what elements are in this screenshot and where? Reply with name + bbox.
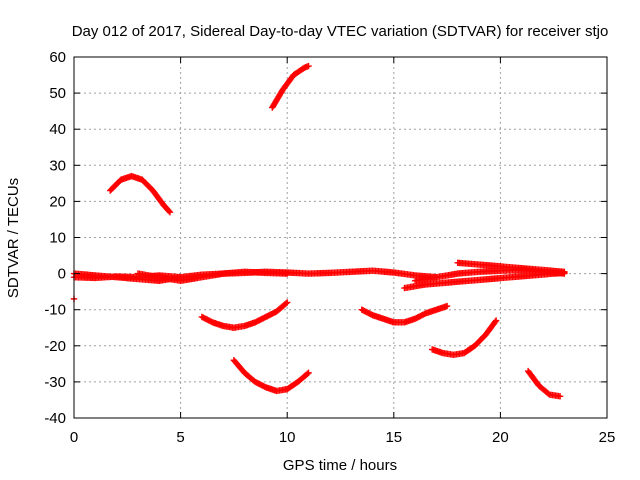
y-tick-label: 60	[49, 49, 66, 66]
data-point	[284, 299, 291, 306]
grid-layer	[74, 57, 607, 418]
data-point	[443, 302, 451, 310]
series-track-c	[198, 299, 291, 331]
y-tick-label: -20	[44, 338, 66, 355]
data-point	[166, 209, 174, 216]
data-point	[305, 62, 312, 70]
ticks-layer: 0 5 10 15 20 25 -40 -30 -20 -10 0 10 20 30 40 50 60	[44, 49, 615, 446]
data-point	[304, 370, 311, 378]
series-track-a	[107, 172, 174, 216]
series-track-e	[358, 302, 451, 326]
y-tick-label: -40	[44, 410, 66, 427]
data-point	[282, 300, 290, 307]
y-tick-label: 40	[49, 121, 66, 138]
data-point	[305, 369, 312, 377]
series-track-g	[524, 367, 564, 400]
x-axis-label: GPS time / hours	[283, 457, 397, 474]
y-tick-label: 10	[49, 230, 66, 247]
series-track-d	[230, 357, 312, 395]
data-point	[284, 270, 291, 277]
y-tick-label: 0	[58, 266, 66, 283]
x-tick-label: 15	[385, 429, 402, 446]
chart-title: Day 012 of 2017, Sidereal Day-to-day VTE…	[72, 23, 609, 40]
series-track-f	[428, 317, 500, 359]
y-tick-label: -30	[44, 374, 66, 391]
y-tick-label: 30	[49, 157, 66, 174]
y-tick-label: -10	[44, 302, 66, 319]
y-axis-label: SDTVAR / TECUs	[5, 178, 22, 298]
series-track-b	[269, 62, 312, 111]
series-track-near-zero-c	[134, 268, 291, 285]
data-point	[556, 393, 564, 400]
y-tick-label: 50	[49, 85, 66, 102]
data-layer	[70, 62, 568, 400]
x-tick-label: 20	[492, 429, 509, 446]
series-track-near-zero-f	[454, 259, 568, 275]
data-point	[561, 268, 568, 275]
data-point	[165, 207, 173, 215]
x-tick-label: 0	[70, 429, 78, 446]
data-point	[492, 317, 500, 324]
x-tick-label: 25	[599, 429, 616, 446]
data-point	[492, 318, 499, 325]
x-tick-label: 5	[176, 429, 184, 446]
x-tick-label: 10	[279, 429, 296, 446]
y-tick-label: 20	[49, 193, 66, 210]
